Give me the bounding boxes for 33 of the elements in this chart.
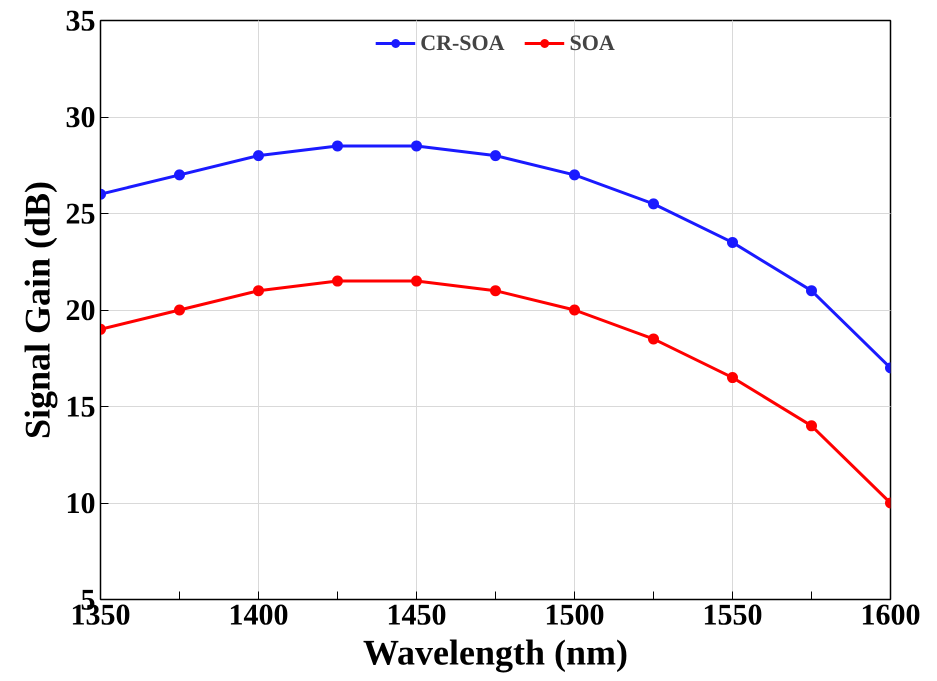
y-tick-label: 30 [66,101,96,134]
point [174,169,185,180]
point [490,150,501,162]
point [174,304,185,316]
y-tick-label: 25 [66,198,96,230]
point [569,304,580,316]
point [332,140,343,152]
x-tick-label: 1450 [386,598,446,632]
x-tick-label: 1400 [228,598,288,632]
x-axis-title: Wavelength (nm) [363,632,628,672]
point [411,140,422,152]
y-tick-label: 15 [66,390,96,424]
point [490,285,501,296]
y-axis-title: Signal Gain (dB) [18,180,58,440]
y-tick-label: 35 [66,4,96,38]
point [648,198,659,210]
point [806,285,817,296]
point [806,420,817,432]
legend-label: CR-SOA [420,30,505,56]
point [332,276,343,287]
legend-label: SOA [570,30,615,56]
y-tick-label: 10 [66,487,96,520]
point [648,333,659,344]
x-tick-label: 1550 [702,598,762,632]
point [253,150,264,162]
y-tick-label: 20 [66,294,96,327]
point [411,276,422,287]
point [253,285,264,296]
point [727,236,738,248]
point [727,372,738,384]
x-tick-label: 1600 [860,598,920,632]
x-tick-label: 1500 [544,598,604,632]
point [569,169,580,180]
